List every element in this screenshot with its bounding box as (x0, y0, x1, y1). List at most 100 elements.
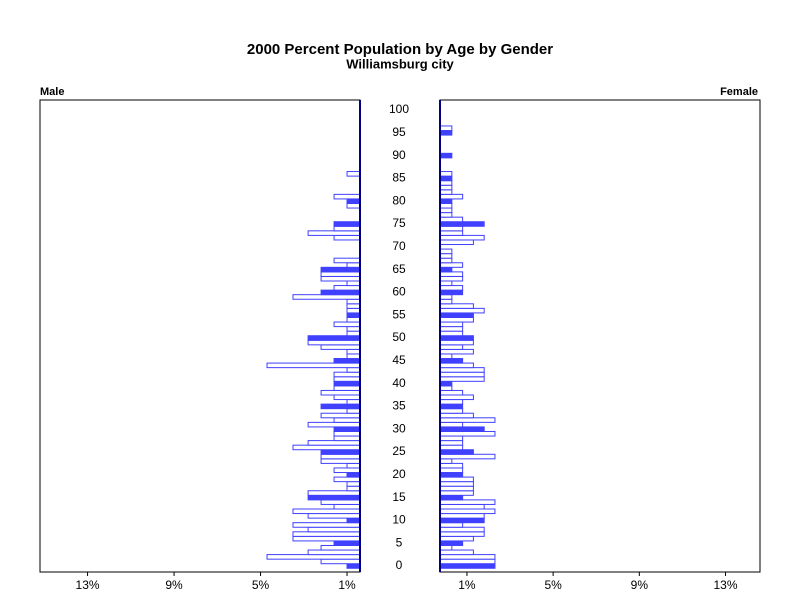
bar (346, 262, 361, 268)
chart-subtitle: Williamsburg city (346, 56, 454, 71)
y-tick-label: 100 (389, 102, 409, 116)
bar (439, 344, 464, 350)
y-tick-label: 30 (392, 421, 406, 435)
x-tick-label: 1% (338, 578, 356, 592)
bar (439, 330, 464, 337)
bar (439, 253, 453, 259)
bar (439, 275, 464, 282)
bar (307, 526, 361, 533)
bar (346, 348, 361, 355)
bar (292, 522, 361, 528)
bar (333, 394, 361, 401)
y-tick-label: 40 (392, 376, 406, 390)
bar (333, 358, 361, 364)
y-tick-label: 75 (392, 216, 406, 230)
bar (439, 544, 453, 551)
bar (320, 344, 361, 350)
bar (333, 234, 361, 241)
bar (307, 513, 361, 519)
bar (439, 563, 496, 569)
bar (439, 180, 453, 186)
chart-title: 2000 Percent Population by Age by Gender (247, 41, 553, 58)
bar (439, 280, 453, 287)
bar (307, 421, 361, 428)
bar (320, 558, 361, 565)
bar (439, 289, 464, 296)
bar (439, 449, 474, 455)
x-tick-label: 1% (458, 578, 476, 592)
bar (439, 248, 453, 255)
bar (439, 271, 464, 277)
bar (439, 216, 464, 223)
bar (439, 326, 464, 332)
bar (320, 412, 361, 419)
bar (439, 207, 453, 214)
bar (292, 444, 361, 451)
bar (439, 335, 474, 341)
y-tick-label: 15 (392, 490, 406, 504)
bar (333, 221, 361, 227)
bar (439, 417, 496, 423)
bar (346, 202, 361, 209)
bar (439, 389, 464, 396)
bar (439, 494, 464, 501)
bar (439, 394, 474, 401)
bar (439, 353, 453, 360)
bar (333, 540, 361, 546)
y-tick-label: 70 (392, 239, 406, 253)
bar (439, 403, 464, 410)
bar (439, 503, 485, 510)
bar (439, 225, 464, 232)
bar (439, 421, 464, 428)
bar (320, 275, 361, 282)
bar (439, 312, 474, 318)
bar (266, 362, 361, 369)
bar (439, 152, 453, 159)
bar (439, 348, 474, 355)
bar (333, 476, 361, 483)
bar (439, 362, 474, 369)
y-tick-label: 60 (392, 285, 406, 299)
bar (439, 303, 474, 309)
bar (439, 535, 474, 542)
bar (307, 335, 361, 341)
x-tick-label: 9% (165, 578, 183, 592)
bar (333, 257, 361, 264)
bar (333, 225, 361, 232)
bar (439, 376, 485, 382)
bar (439, 257, 453, 264)
bar (346, 198, 361, 204)
bar (439, 358, 464, 364)
bar (439, 426, 485, 432)
bar (320, 499, 361, 505)
bar (320, 449, 361, 455)
bar (439, 517, 485, 524)
bar (320, 403, 361, 410)
bar (439, 490, 474, 496)
x-tick-label: 5% (252, 578, 270, 592)
bar (439, 522, 464, 528)
bar (333, 503, 361, 510)
bar (439, 408, 464, 414)
x-tick-label: 13% (76, 578, 100, 592)
bar (346, 280, 361, 287)
bar (266, 554, 361, 560)
bar (333, 193, 361, 200)
bar (439, 234, 485, 241)
bar (439, 444, 464, 451)
bar (439, 412, 474, 419)
bar (439, 476, 474, 483)
bar (439, 125, 453, 132)
bar (439, 385, 453, 391)
x-tick-label: 13% (714, 578, 738, 592)
y-tick-label: 20 (392, 467, 406, 481)
bar (439, 531, 485, 537)
bar (439, 307, 485, 314)
bar (346, 353, 361, 360)
bar (439, 554, 496, 560)
bar (439, 453, 496, 460)
bar (439, 266, 453, 273)
bar (439, 499, 496, 505)
bar (439, 298, 453, 305)
